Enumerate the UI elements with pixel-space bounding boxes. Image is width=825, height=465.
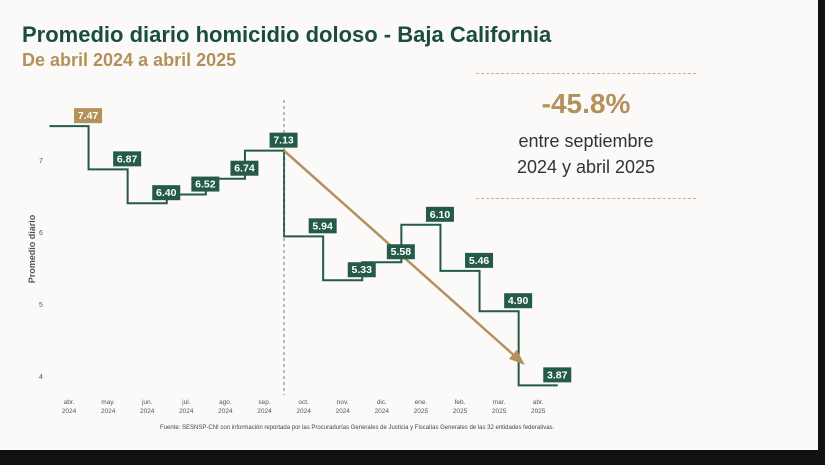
chart-title: Promedio diario homicidio doloso - Baja …: [22, 22, 552, 47]
data-label-box: [308, 218, 337, 234]
data-label: 7.13: [273, 135, 294, 147]
x-tick-label: may. 2024: [101, 399, 116, 415]
series-step-line: [49, 125, 558, 387]
y-tick-label: 6: [39, 230, 43, 237]
data-label-box: [347, 262, 376, 278]
kpi-caption: entre septiembre 2024 y abril 2025: [476, 128, 696, 180]
x-tick-label: jul. 2024: [179, 399, 194, 415]
data-label-box: [425, 206, 454, 222]
data-label: 6.74: [234, 163, 255, 175]
chart-subtitle: De abril 2024 a abril 2025: [22, 50, 237, 70]
data-label-box: [191, 176, 220, 192]
x-tick-label: abr. 2024: [62, 399, 77, 415]
data-label: 7.47: [78, 110, 99, 122]
data-label: 4.90: [508, 295, 529, 307]
y-tick-label: 7: [39, 158, 43, 165]
data-label: 6.10: [430, 209, 451, 221]
y-tick-label: 5: [39, 302, 43, 309]
data-label: 5.58: [391, 246, 412, 258]
kpi-caption-line2: 2024 y abril 2025: [516, 157, 656, 177]
data-label: 6.40: [156, 187, 177, 199]
x-tick-label: oct. 2024: [296, 399, 311, 415]
window-edge-bottom: [0, 450, 825, 465]
data-label-box: [152, 185, 181, 201]
source-note: Fuente: SESNSP-CNI con información repor…: [160, 425, 555, 431]
kpi-percent-change: -45.8%: [541, 88, 631, 119]
x-tick-label: dic. 2024: [375, 399, 390, 415]
trend-arrow-head: [508, 349, 525, 366]
data-label: 3.87: [547, 369, 568, 381]
data-label-box: [74, 108, 103, 124]
data-label: 5.33: [352, 264, 373, 276]
kpi-divider-bottom: [476, 198, 696, 199]
x-tick-label: ago. 2024: [218, 399, 233, 415]
step-line-chart: Promedio diario 4 5 6 7 abr. 2024 may. 2024 jun. 2…: [27, 100, 572, 415]
x-tick-label: sep. 2024: [257, 399, 272, 415]
kpi-divider-top: [476, 73, 696, 74]
data-label-box: [504, 293, 533, 309]
x-tick-label: abr. 2025: [531, 399, 546, 415]
data-label-box: [543, 367, 572, 383]
window-edge: [818, 0, 825, 465]
data-label: 5.94: [312, 220, 333, 232]
data-label-box: [269, 132, 298, 148]
data-label-box: [386, 244, 415, 260]
y-tick-label: 4: [39, 374, 43, 381]
x-tick-label: feb. 2025: [453, 399, 468, 415]
x-tick-label: mar. 2025: [492, 399, 507, 415]
y-axis-label: Promedio diario: [27, 214, 37, 283]
data-label-box: [465, 252, 494, 268]
x-tick-label: ene. 2025: [414, 399, 429, 415]
data-label: 6.52: [195, 179, 216, 191]
x-tick-label: jun. 2024: [140, 399, 155, 415]
data-label: 6.87: [117, 153, 138, 165]
data-label: 5.46: [469, 255, 490, 267]
x-tick-label: nov. 2024: [335, 399, 350, 415]
kpi-caption-line1: entre septiembre: [518, 131, 654, 151]
data-label-box: [113, 151, 142, 167]
data-label-box: [230, 160, 259, 176]
